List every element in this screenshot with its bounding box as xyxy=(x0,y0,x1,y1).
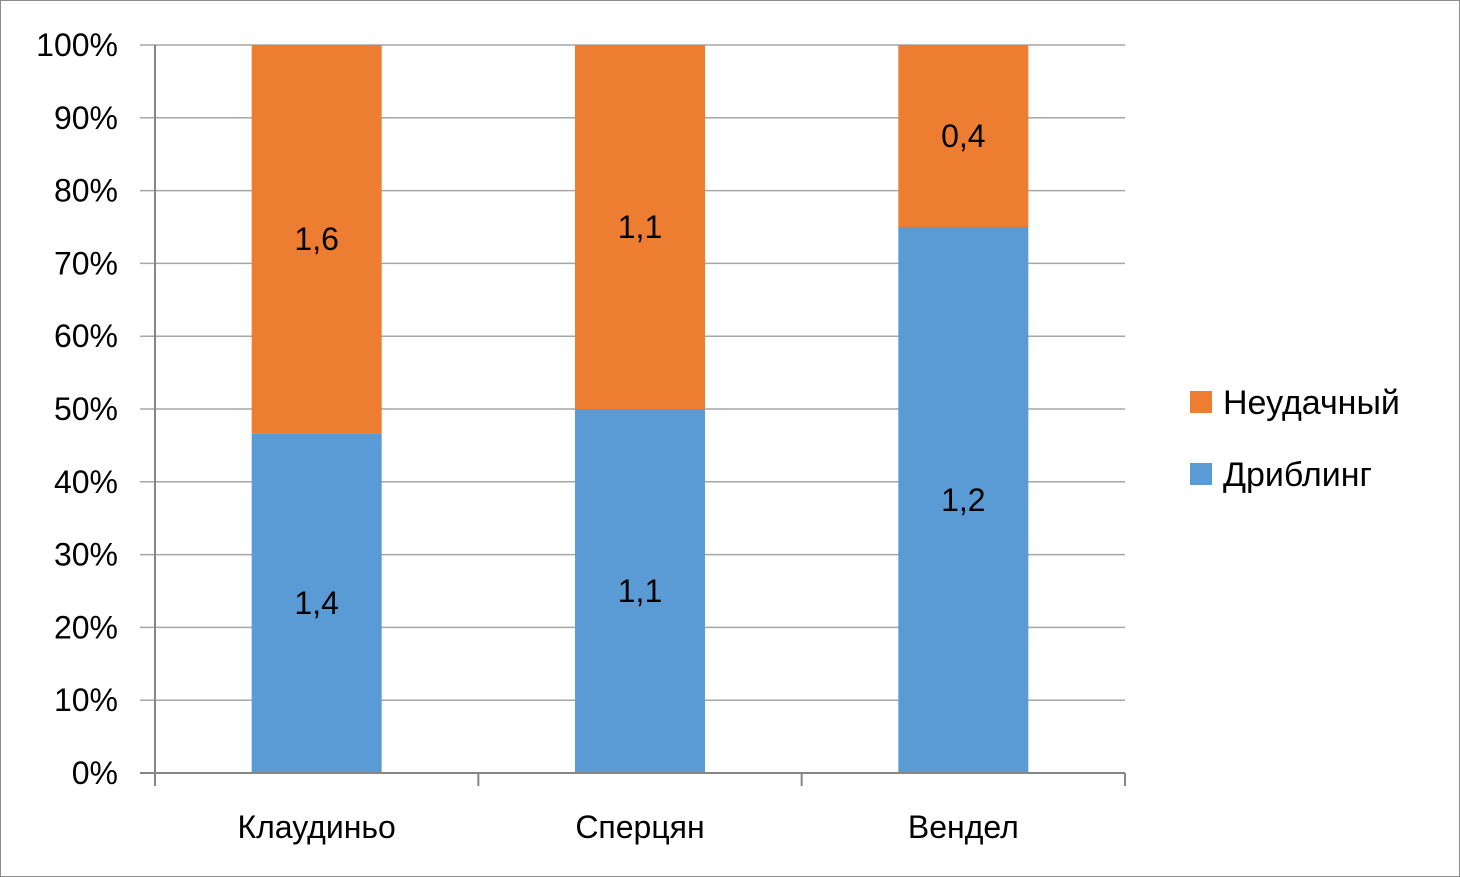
y-tick-label: 80% xyxy=(54,173,118,209)
y-tick-label: 100% xyxy=(36,27,118,63)
legend-swatch xyxy=(1190,463,1212,485)
y-tick-label: 70% xyxy=(54,245,118,281)
data-label: 1,4 xyxy=(294,585,338,621)
bar-segment-unsuccessful xyxy=(251,45,382,434)
bar-segment-unsuccessful xyxy=(575,45,705,409)
y-tick-label: 0% xyxy=(72,755,118,791)
data-label: 1,6 xyxy=(294,221,338,257)
legend-swatch xyxy=(1190,391,1212,413)
y-tick-label: 50% xyxy=(54,391,118,427)
bars xyxy=(251,45,1029,773)
x-category-label: Клаудиньо xyxy=(237,809,395,845)
data-labels: 1,4 1,6 1,1 1,1 1,2 0,4 xyxy=(294,118,985,621)
x-category-label: Вендел xyxy=(908,809,1019,845)
bar-segment-dribbling xyxy=(251,433,382,773)
legend-label: Дриблинг xyxy=(1223,456,1372,494)
data-label: 1,1 xyxy=(618,209,662,245)
data-label: 1,2 xyxy=(941,482,985,518)
data-label: 0,4 xyxy=(941,118,985,154)
y-tick-label: 30% xyxy=(54,537,118,573)
y-tick-label: 40% xyxy=(54,464,118,500)
data-label: 1,1 xyxy=(618,573,662,609)
y-tick-label: 20% xyxy=(54,609,118,645)
bar-segment-dribbling xyxy=(898,227,1029,773)
y-tick-label: 10% xyxy=(54,682,118,718)
y-tick-label: 60% xyxy=(54,318,118,354)
y-tick-label: 90% xyxy=(54,100,118,136)
axes: 0% 10% 20% 30% 40% 50% 60% 70% 80% 90% 100% Клаудин… xyxy=(36,27,1126,845)
bar-segment-dribbling xyxy=(575,409,705,773)
x-category-label: Сперцян xyxy=(575,809,704,845)
bar-segment-unsuccessful xyxy=(898,45,1029,227)
legend: Неудачный Дриблинг xyxy=(1190,384,1400,494)
legend-label: Неудачный xyxy=(1223,384,1400,422)
